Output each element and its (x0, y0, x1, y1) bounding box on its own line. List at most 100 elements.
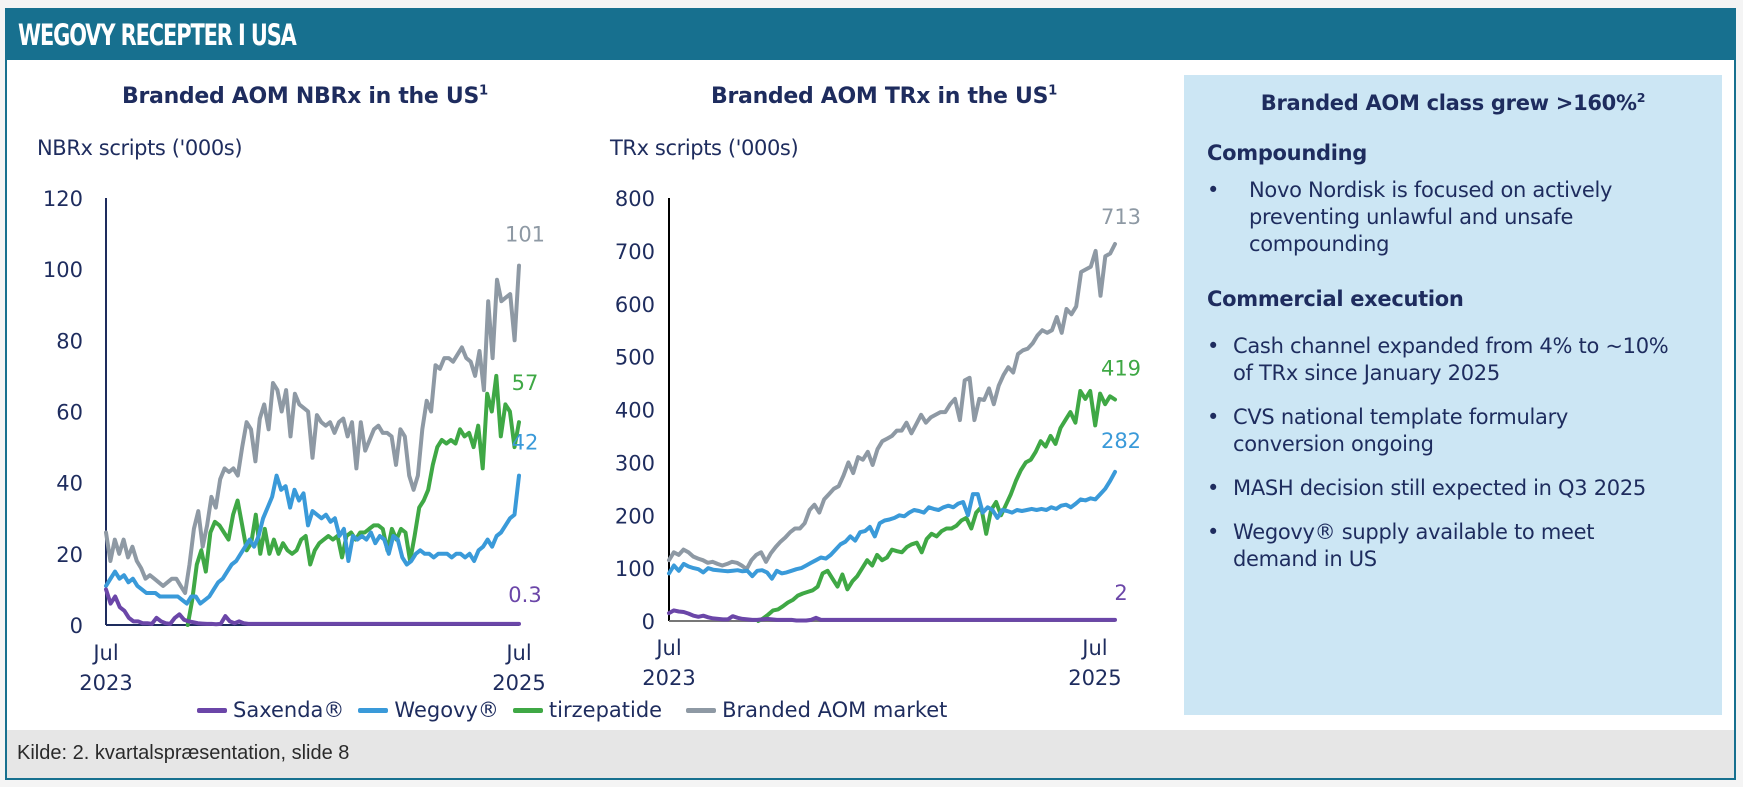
bullet-text: MASH decision still expected in Q3 2025 (1233, 475, 1646, 502)
bullet-text: Novo Nordisk is focused on actively prev… (1249, 177, 1612, 258)
x-tick-label: Jul (504, 641, 531, 665)
bullet-line: Novo Nordisk is focused on actively (1249, 178, 1613, 202)
legend-swatch-icon (512, 707, 543, 713)
bullet-text: Wegovy® supply available to meet demand … (1233, 519, 1594, 573)
bullet-line: of TRx since January 2025 (1233, 361, 1500, 385)
info-panel-title-footnote: 2 (1636, 90, 1646, 105)
bullet-line: demand in US (1233, 547, 1377, 571)
info-bullet-cash-channel: • Cash channel expanded from 4% to ~10% … (1207, 333, 1669, 387)
legend-item: Wegovy® (358, 698, 499, 722)
legend-label: tirzepatide (548, 698, 663, 722)
series-tirzepatide-line (185, 373, 521, 627)
series-wegovy-end-label: 42 (512, 431, 539, 455)
x-tick-label: 2023 (642, 666, 695, 690)
bullet-dot-icon: • (1207, 334, 1220, 358)
chart-legend: Saxenda® Wegovy® tirzepatide Branded AOM ma… (197, 698, 947, 722)
series-saxenda-line (667, 608, 1117, 623)
y-tick-label: 400 (615, 399, 655, 423)
y-tick-label: 100 (615, 557, 655, 581)
trx-chart-title-text: Branded AOM TRx in the US (711, 84, 1049, 109)
info-heading-commercial: Commercial execution (1207, 287, 1464, 311)
charts-canvas: 020406080100120Jul2023Jul202510157420.30… (43, 187, 1141, 695)
legend-item: Branded AOM market (686, 698, 947, 722)
y-tick-label: 80 (56, 329, 83, 353)
bullet-line: preventing unlawful and unsafe (1249, 205, 1574, 229)
series-tirzepatide-end-label: 419 (1101, 356, 1141, 380)
legend-item: Saxenda® (197, 698, 344, 722)
trx-chart-title: Branded AOM TRx in the US1 (711, 84, 1057, 109)
bullet-dot-icon: • (1207, 405, 1220, 429)
x-tick-label: Jul (1080, 636, 1107, 660)
series-saxenda-end-label: 2 (1114, 581, 1127, 605)
info-bullet-mash: • MASH decision still expected in Q3 202… (1207, 475, 1646, 502)
series-saxenda-line (104, 587, 521, 627)
nbrx-chart: 0 20 40 60 80 100 120 Jul 2023 Jul 2025 101 57 42 0.3 (43, 187, 546, 695)
series-branded-aom-market-end-label: 713 (1101, 205, 1141, 229)
info-panel: Branded AOM class grew >160%2 Compoundin… (1184, 75, 1722, 715)
y-tick-label: 600 (615, 293, 655, 317)
legend-swatch-icon (358, 707, 389, 713)
info-panel-title-text: Branded AOM class grew >160% (1260, 91, 1637, 115)
info-heading-compounding: Compounding (1207, 141, 1367, 165)
series-branded-aom-market-line (104, 263, 521, 595)
x-tick-label: 2023 (79, 671, 132, 695)
y-tick-label: 700 (615, 240, 655, 264)
series-wegovy-line (104, 473, 521, 606)
trx-chart-title-footnote: 1 (1048, 83, 1058, 99)
y-tick-label: 40 (56, 472, 83, 496)
bullet-line: MASH decision still expected in Q3 2025 (1233, 476, 1646, 500)
bullet-dot-icon: • (1207, 476, 1220, 500)
nbrx-chart-title-text: Branded AOM NBRx in the US (122, 84, 479, 109)
nbrx-chart-title-footnote: 1 (478, 83, 488, 99)
x-tick-label: 2025 (492, 671, 545, 695)
series-wegovy-end-label: 282 (1101, 429, 1141, 453)
y-tick-label: 100 (43, 258, 83, 282)
header-title: WEGOVY RECEPTER I USA (18, 18, 297, 52)
nbrx-y-axis-title: NBRx scripts ('000s) (37, 136, 243, 160)
legend-item: tirzepatide (512, 698, 663, 722)
series-tirzepatide-end-label: 57 (512, 371, 539, 395)
bullet-line: Cash channel expanded from 4% to ~10% (1233, 334, 1669, 358)
y-tick-label: 120 (43, 187, 83, 211)
x-tick-label: 2025 (1068, 666, 1121, 690)
legend-label: Wegovy® (394, 698, 499, 722)
y-tick-label: 20 (56, 543, 83, 567)
y-tick-label: 300 (615, 451, 655, 475)
legend-label: Saxenda® (233, 698, 345, 722)
info-bullet-compounding: • Novo Nordisk is focused on actively pr… (1207, 177, 1612, 258)
legend-swatch-icon (197, 707, 227, 713)
trx-y-axis-title: TRx scripts ('000s) (610, 136, 799, 160)
y-tick-label: 200 (615, 504, 655, 528)
bullet-dot-icon: • (1207, 178, 1220, 202)
bullet-text: CVS national template formulary conversi… (1233, 404, 1568, 458)
bullet-dot-icon: • (1207, 520, 1220, 544)
source-caption: Kilde: 2. kvartalspræsentation, slide 8 (17, 742, 350, 764)
bullet-line: CVS national template formulary (1233, 405, 1569, 429)
header-bar: WEGOVY RECEPTER I USA (7, 10, 1734, 60)
info-panel-title: Branded AOM class grew >160%2 (1184, 91, 1722, 115)
series-wegovy-line (667, 469, 1117, 581)
series-tirzepatide-line (756, 389, 1117, 623)
series-branded-aom-market-line (667, 242, 1117, 572)
legend-swatch-icon (686, 707, 717, 713)
y-tick-label: 60 (56, 401, 83, 425)
bullet-line: compounding (1249, 232, 1390, 256)
nbrx-chart-title: Branded AOM NBRx in the US1 (122, 84, 488, 109)
x-tick-label: Jul (654, 636, 681, 660)
bullet-line: conversion ongoing (1233, 432, 1434, 456)
x-tick-label: Jul (91, 641, 118, 665)
bullet-text: Cash channel expanded from 4% to ~10% of… (1233, 333, 1669, 387)
info-bullet-cvs: • CVS national template formulary conver… (1207, 404, 1568, 458)
y-tick-label: 0 (70, 614, 83, 638)
series-branded-aom-market-end-label: 101 (505, 223, 545, 247)
series-saxenda-end-label: 0.3 (508, 583, 541, 607)
article-panel: WEGOVY RECEPTER I USA Branded AOM NBRx i… (5, 8, 1736, 780)
trx-chart: 0 100 200 300 400 500 600 700 800 Jul 2023 Jul 2025 7… (615, 187, 1141, 690)
y-tick-label: 0 (642, 610, 655, 634)
info-bullet-supply: • Wegovy® supply available to meet deman… (1207, 519, 1594, 573)
y-tick-label: 800 (615, 187, 655, 211)
footer-source-bar: Kilde: 2. kvartalspræsentation, slide 8 (7, 730, 1734, 778)
bullet-line: Wegovy® supply available to meet (1233, 520, 1595, 544)
legend-label: Branded AOM market (722, 698, 948, 722)
y-tick-label: 500 (615, 346, 655, 370)
